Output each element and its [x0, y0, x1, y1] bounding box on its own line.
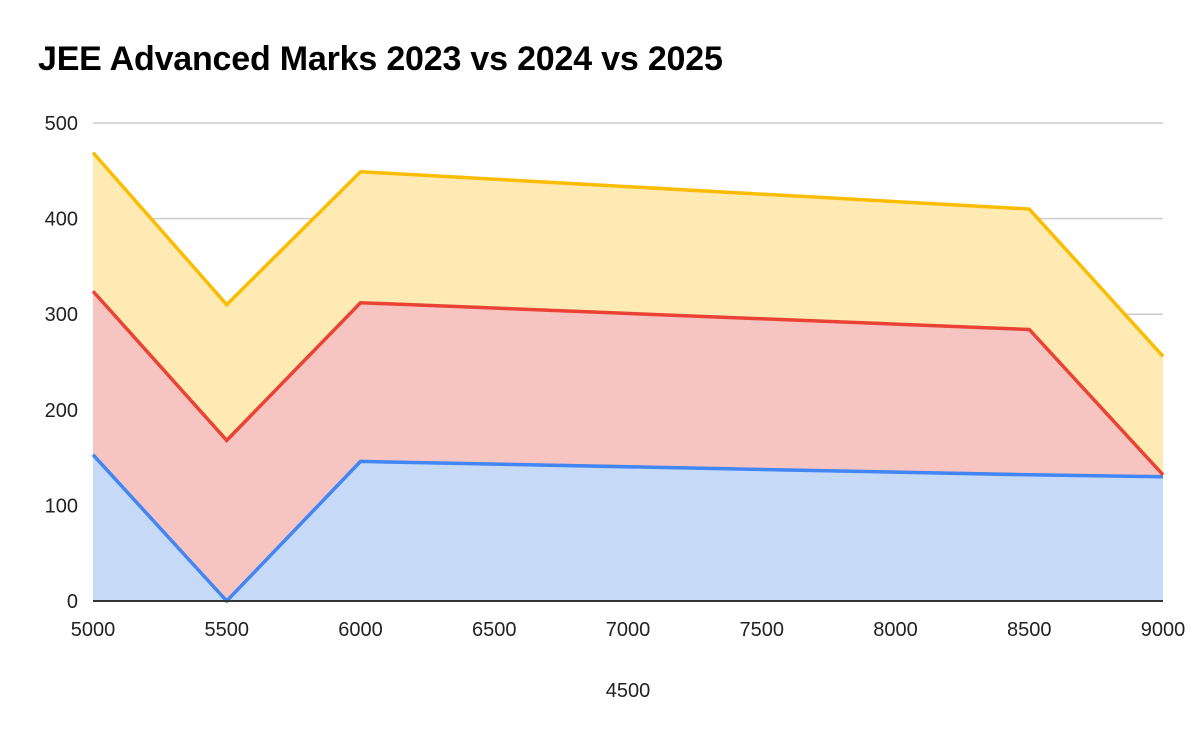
x-tick-label: 8000	[873, 619, 918, 641]
chart-title: JEE Advanced Marks 2023 vs 2024 vs 2025	[38, 40, 723, 78]
x-tick-label: 7500	[740, 619, 785, 641]
x-tick-label: 9000	[1141, 619, 1186, 641]
y-tick-label: 400	[45, 209, 78, 231]
x-tick-label: 6500	[472, 619, 517, 641]
y-tick-label: 0	[67, 591, 78, 613]
y-tick-label: 500	[45, 113, 78, 135]
line-2024	[91, 290, 1165, 476]
x-tick-label: 6000	[338, 619, 383, 641]
line-2023	[91, 453, 1164, 604]
x-axis-ticks: 5000 5500 6000 6500 7000 7500 8000 8500 9000	[71, 619, 1186, 641]
series-lines	[91, 151, 1165, 604]
y-tick-label: 300	[45, 304, 78, 326]
y-tick-label: 100	[45, 495, 78, 517]
y-axis-ticks: 0 100 200 300 400 500	[45, 113, 78, 613]
x-tick-label: 7000	[606, 619, 651, 641]
series-areas	[93, 152, 1163, 601]
area-2023	[93, 454, 1163, 601]
area-2024	[93, 291, 1163, 601]
x-tick-label: 5500	[205, 619, 250, 641]
line-2025	[91, 151, 1165, 358]
area-2025	[93, 152, 1163, 475]
x-axis-title: 4500	[606, 680, 651, 702]
y-tick-label: 200	[45, 400, 78, 422]
x-tick-label: 5000	[71, 619, 116, 641]
x-tick-label: 8500	[1007, 619, 1052, 641]
